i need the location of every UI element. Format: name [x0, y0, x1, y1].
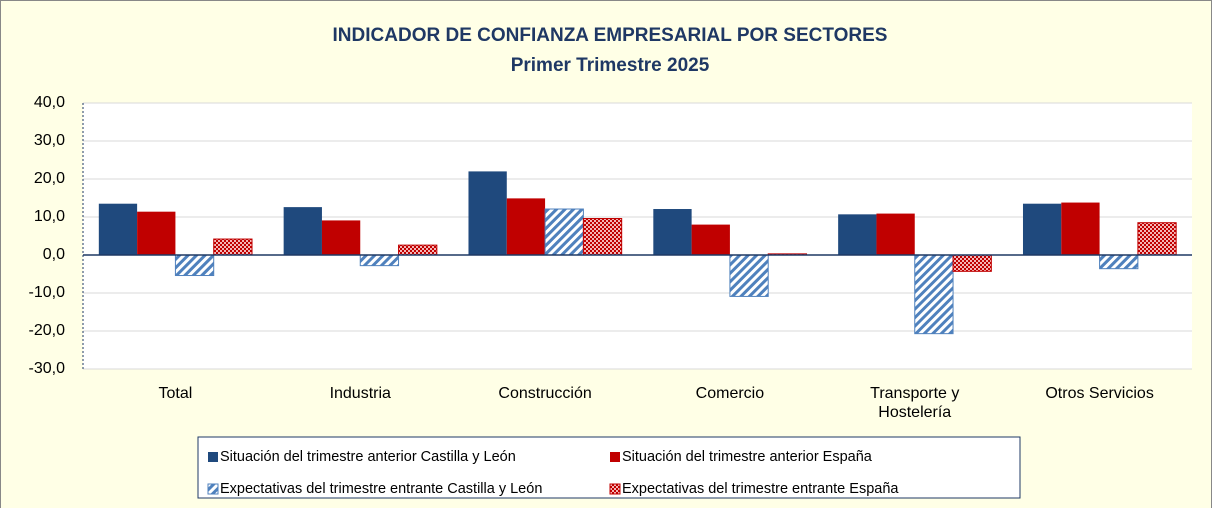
bar: [729, 254, 769, 297]
bar: [691, 224, 730, 255]
legend-label: Situación del trimestre anterior Castill…: [220, 449, 516, 465]
y-tick-label: 40,0: [34, 94, 65, 111]
bar: [468, 171, 507, 255]
x-tick-label: Industria: [329, 385, 391, 402]
legend-swatch: [207, 483, 219, 495]
bar: [544, 208, 584, 256]
bar: [1022, 203, 1062, 255]
bar: [359, 254, 400, 267]
bar: [582, 218, 623, 256]
bar: [283, 207, 322, 255]
chart-subtitle: Primer Trimestre 2025: [511, 55, 710, 76]
bar: [1099, 254, 1139, 270]
bar: [914, 254, 954, 335]
bar: [213, 238, 253, 256]
y-tick-label: 10,0: [34, 208, 65, 225]
legend-swatch: [609, 483, 621, 495]
chart-title: INDICADOR DE CONFIANZA EMPRESARIAL POR S…: [333, 25, 888, 46]
legend-box: [197, 436, 1021, 499]
bar: [174, 254, 215, 277]
bar: [98, 203, 138, 255]
bar: [838, 214, 877, 255]
y-tick-label: -10,0: [29, 284, 66, 301]
legend-swatch: [208, 452, 218, 462]
x-tick-label: Construcción: [498, 385, 592, 402]
y-tick-label: -30,0: [29, 360, 66, 377]
bar: [506, 198, 546, 255]
bar: [398, 244, 438, 256]
bar: [137, 211, 176, 255]
bar: [653, 209, 692, 255]
bar: [1137, 222, 1177, 256]
x-tick-label: Total: [158, 385, 193, 402]
legend-label: Expectativas del trimestre entrante Espa…: [622, 481, 899, 497]
x-tick-label: Transporte y Hostelería: [870, 385, 960, 421]
x-tick-label: Comercio: [695, 385, 765, 402]
y-tick-label: -20,0: [29, 322, 66, 339]
y-tick-label: 20,0: [34, 170, 65, 187]
bar: [952, 254, 992, 272]
bar: [1061, 202, 1100, 255]
legend-swatch: [610, 452, 620, 462]
bar: [321, 220, 361, 255]
plot-area: [83, 103, 1192, 369]
x-tick-label: Otros Servicios: [1045, 385, 1154, 402]
legend-label: Expectativas del trimestre entrante Cast…: [220, 481, 542, 497]
legend-label: Situación del trimestre anterior España: [622, 449, 873, 465]
y-tick-label: 0,0: [43, 246, 65, 263]
bar: [876, 213, 915, 255]
y-tick-label: 30,0: [34, 132, 65, 149]
